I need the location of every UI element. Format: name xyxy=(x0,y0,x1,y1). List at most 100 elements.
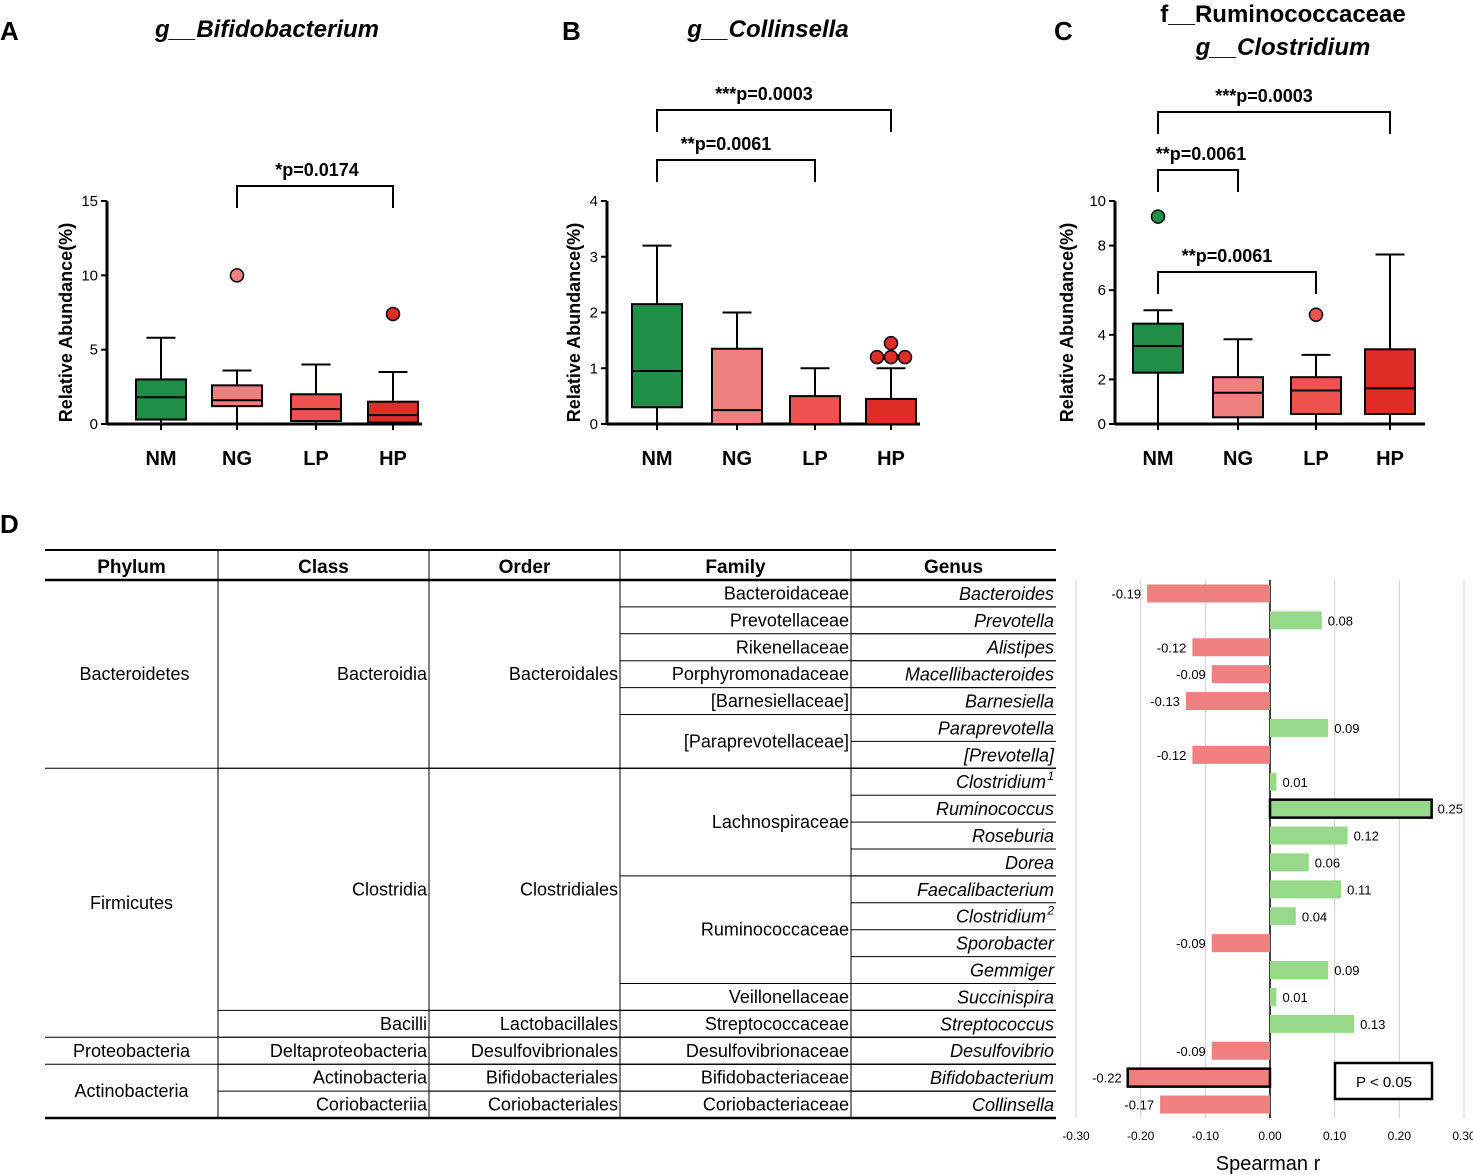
bar-roseburia xyxy=(1270,826,1348,845)
box-nm xyxy=(1132,209,1184,424)
chart-title: g__Clostridium xyxy=(1195,34,1371,61)
cell-genus: Bifidobacterium xyxy=(930,1068,1054,1088)
cell-genus: Clostridium xyxy=(956,907,1046,927)
bar-value-label: -0.09 xyxy=(1176,1044,1206,1059)
y-tick-label: 0 xyxy=(90,416,98,433)
cell-order: Bacteroidales xyxy=(509,664,618,684)
significance-bracket: **p=0.0061 xyxy=(1157,246,1317,294)
x-tick-label: NM xyxy=(1142,448,1173,470)
cell-phylum: Actinobacteria xyxy=(74,1081,189,1101)
cell-genus: Paraprevotella xyxy=(938,718,1054,738)
outlier-point xyxy=(229,268,245,283)
bar-bacteroides xyxy=(1147,584,1270,603)
y-tick-label: 2 xyxy=(1098,371,1106,388)
x-tick-label: LP xyxy=(802,448,828,470)
bar-value-label: 0.08 xyxy=(1328,613,1353,628)
x-tick-label: LP xyxy=(1303,448,1329,470)
box-iqr xyxy=(789,395,841,425)
y-tick-label: 8 xyxy=(1098,238,1106,255)
bracket-line xyxy=(236,185,394,208)
box-lp xyxy=(1290,307,1342,424)
x-tick-label: 0.00 xyxy=(1258,1129,1282,1143)
cell-genus: [Prevotella] xyxy=(963,745,1055,765)
cell-order: Coriobacteriales xyxy=(488,1095,618,1115)
p-value-label: ***p=0.0003 xyxy=(1215,86,1313,106)
cell-family: Desulfovibrionaceae xyxy=(686,1041,849,1061)
y-tick-label: 1 xyxy=(590,360,598,377)
boxplot-b: g__Collinsella 0 1 2 3 4 Relative Abundance(%)… xyxy=(564,16,920,470)
cell-class: Bacteroidia xyxy=(337,664,428,684)
cell-genus: Alistipes xyxy=(986,638,1054,658)
significance-bracket: ***p=0.0003 xyxy=(656,84,892,132)
cell-class: Bacilli xyxy=(380,1014,427,1034)
y-tick-label: 2 xyxy=(590,305,598,322)
outlier-point xyxy=(883,349,899,365)
bar-macellibacteroides xyxy=(1211,665,1270,684)
box-iqr xyxy=(711,347,763,425)
y-tick-label: 10 xyxy=(1089,193,1106,210)
cell-family: Bacteroidaceae xyxy=(724,583,849,603)
box-iqr xyxy=(865,397,917,426)
genus-superscript: 1 xyxy=(1047,769,1054,783)
cell-genus: Gemmiger xyxy=(970,961,1055,981)
bar-value-label: -0.12 xyxy=(1157,640,1187,655)
boxplot-c: f__Ruminococcaceae g__Clostridium 0 2 4 6 8 10 R… xyxy=(1057,1,1425,470)
bar-faecalibacterium xyxy=(1270,880,1342,899)
bar-barnesiella xyxy=(1185,692,1270,711)
legend-label: P < 0.05 xyxy=(1356,1074,1412,1091)
box-iqr xyxy=(1212,376,1264,419)
y-axis-label: Relative Abundance(%) xyxy=(1057,223,1077,422)
bar-prevotella xyxy=(1270,611,1322,630)
significance-bracket: **p=0.0061 xyxy=(656,134,816,182)
outlier-point xyxy=(883,335,899,351)
bar-desulfovibrio xyxy=(1211,1041,1270,1060)
column-header-order: Order xyxy=(499,557,551,578)
y-tick-label: 3 xyxy=(590,249,598,266)
x-tick-label: LP xyxy=(303,448,329,470)
box-iqr xyxy=(290,393,342,423)
p-value-label: **p=0.0061 xyxy=(1156,144,1247,164)
x-tick-label: HP xyxy=(379,448,407,470)
genus-superscript: 2 xyxy=(1046,904,1054,918)
legend: P < 0.05 xyxy=(1333,1061,1434,1101)
cell-genus: Clostridium xyxy=(956,772,1046,792)
p-value-label: **p=0.0061 xyxy=(681,134,772,154)
y-tick-label: 6 xyxy=(1098,282,1106,299)
chart-title: g__Bifidobacterium xyxy=(154,16,379,43)
bar-alistipes xyxy=(1192,638,1270,657)
box-ng xyxy=(211,268,263,424)
y-tick-label: 15 xyxy=(81,193,98,210)
box-iqr xyxy=(1364,348,1416,415)
y-tick-label: 10 xyxy=(81,267,98,284)
cell-family: Lachnospiraceae xyxy=(712,812,849,832)
cell-family: Rikenellaceae xyxy=(736,637,849,657)
cell-genus: Barnesiella xyxy=(965,692,1054,712)
x-tick-label: 0.20 xyxy=(1388,1129,1412,1143)
cell-genus: Dorea xyxy=(1005,853,1054,873)
y-tick-label: 0 xyxy=(1098,416,1106,433)
cell-family: [Barnesiellaceae] xyxy=(711,691,849,711)
cell-family: Bifidobacteriaceae xyxy=(701,1068,849,1088)
x-tick-label: NG xyxy=(722,448,752,470)
outlier-point xyxy=(1150,209,1166,224)
taxonomy-table: Phylum Class Order Family Genus Bacteroidetes… xyxy=(45,549,1056,1120)
column-header-genus: Genus xyxy=(924,557,983,578)
cell-class: Clostridia xyxy=(352,879,428,899)
bracket-line xyxy=(1157,111,1391,134)
box-iqr xyxy=(1290,376,1342,415)
cell-phylum: Proteobacteria xyxy=(73,1041,191,1061)
cell-family: Porphyromonadaceae xyxy=(672,664,849,684)
outlier-point xyxy=(869,349,885,365)
panel-label-a: A xyxy=(0,16,19,46)
bar-value-label: -0.13 xyxy=(1150,694,1180,709)
box-hp xyxy=(865,335,917,426)
x-tick-label: NG xyxy=(222,448,252,470)
cell-class: Coriobacteriia xyxy=(316,1095,428,1115)
bar-value-label: -0.12 xyxy=(1157,748,1187,763)
cell-genus: Streptococcus xyxy=(940,1014,1054,1034)
box-iqr xyxy=(367,400,419,424)
chart-title: f__Ruminococcaceae xyxy=(1160,1,1405,28)
box-iqr xyxy=(631,303,683,409)
x-tick-label: -0.20 xyxy=(1127,1129,1155,1143)
x-tick-label: HP xyxy=(877,448,905,470)
